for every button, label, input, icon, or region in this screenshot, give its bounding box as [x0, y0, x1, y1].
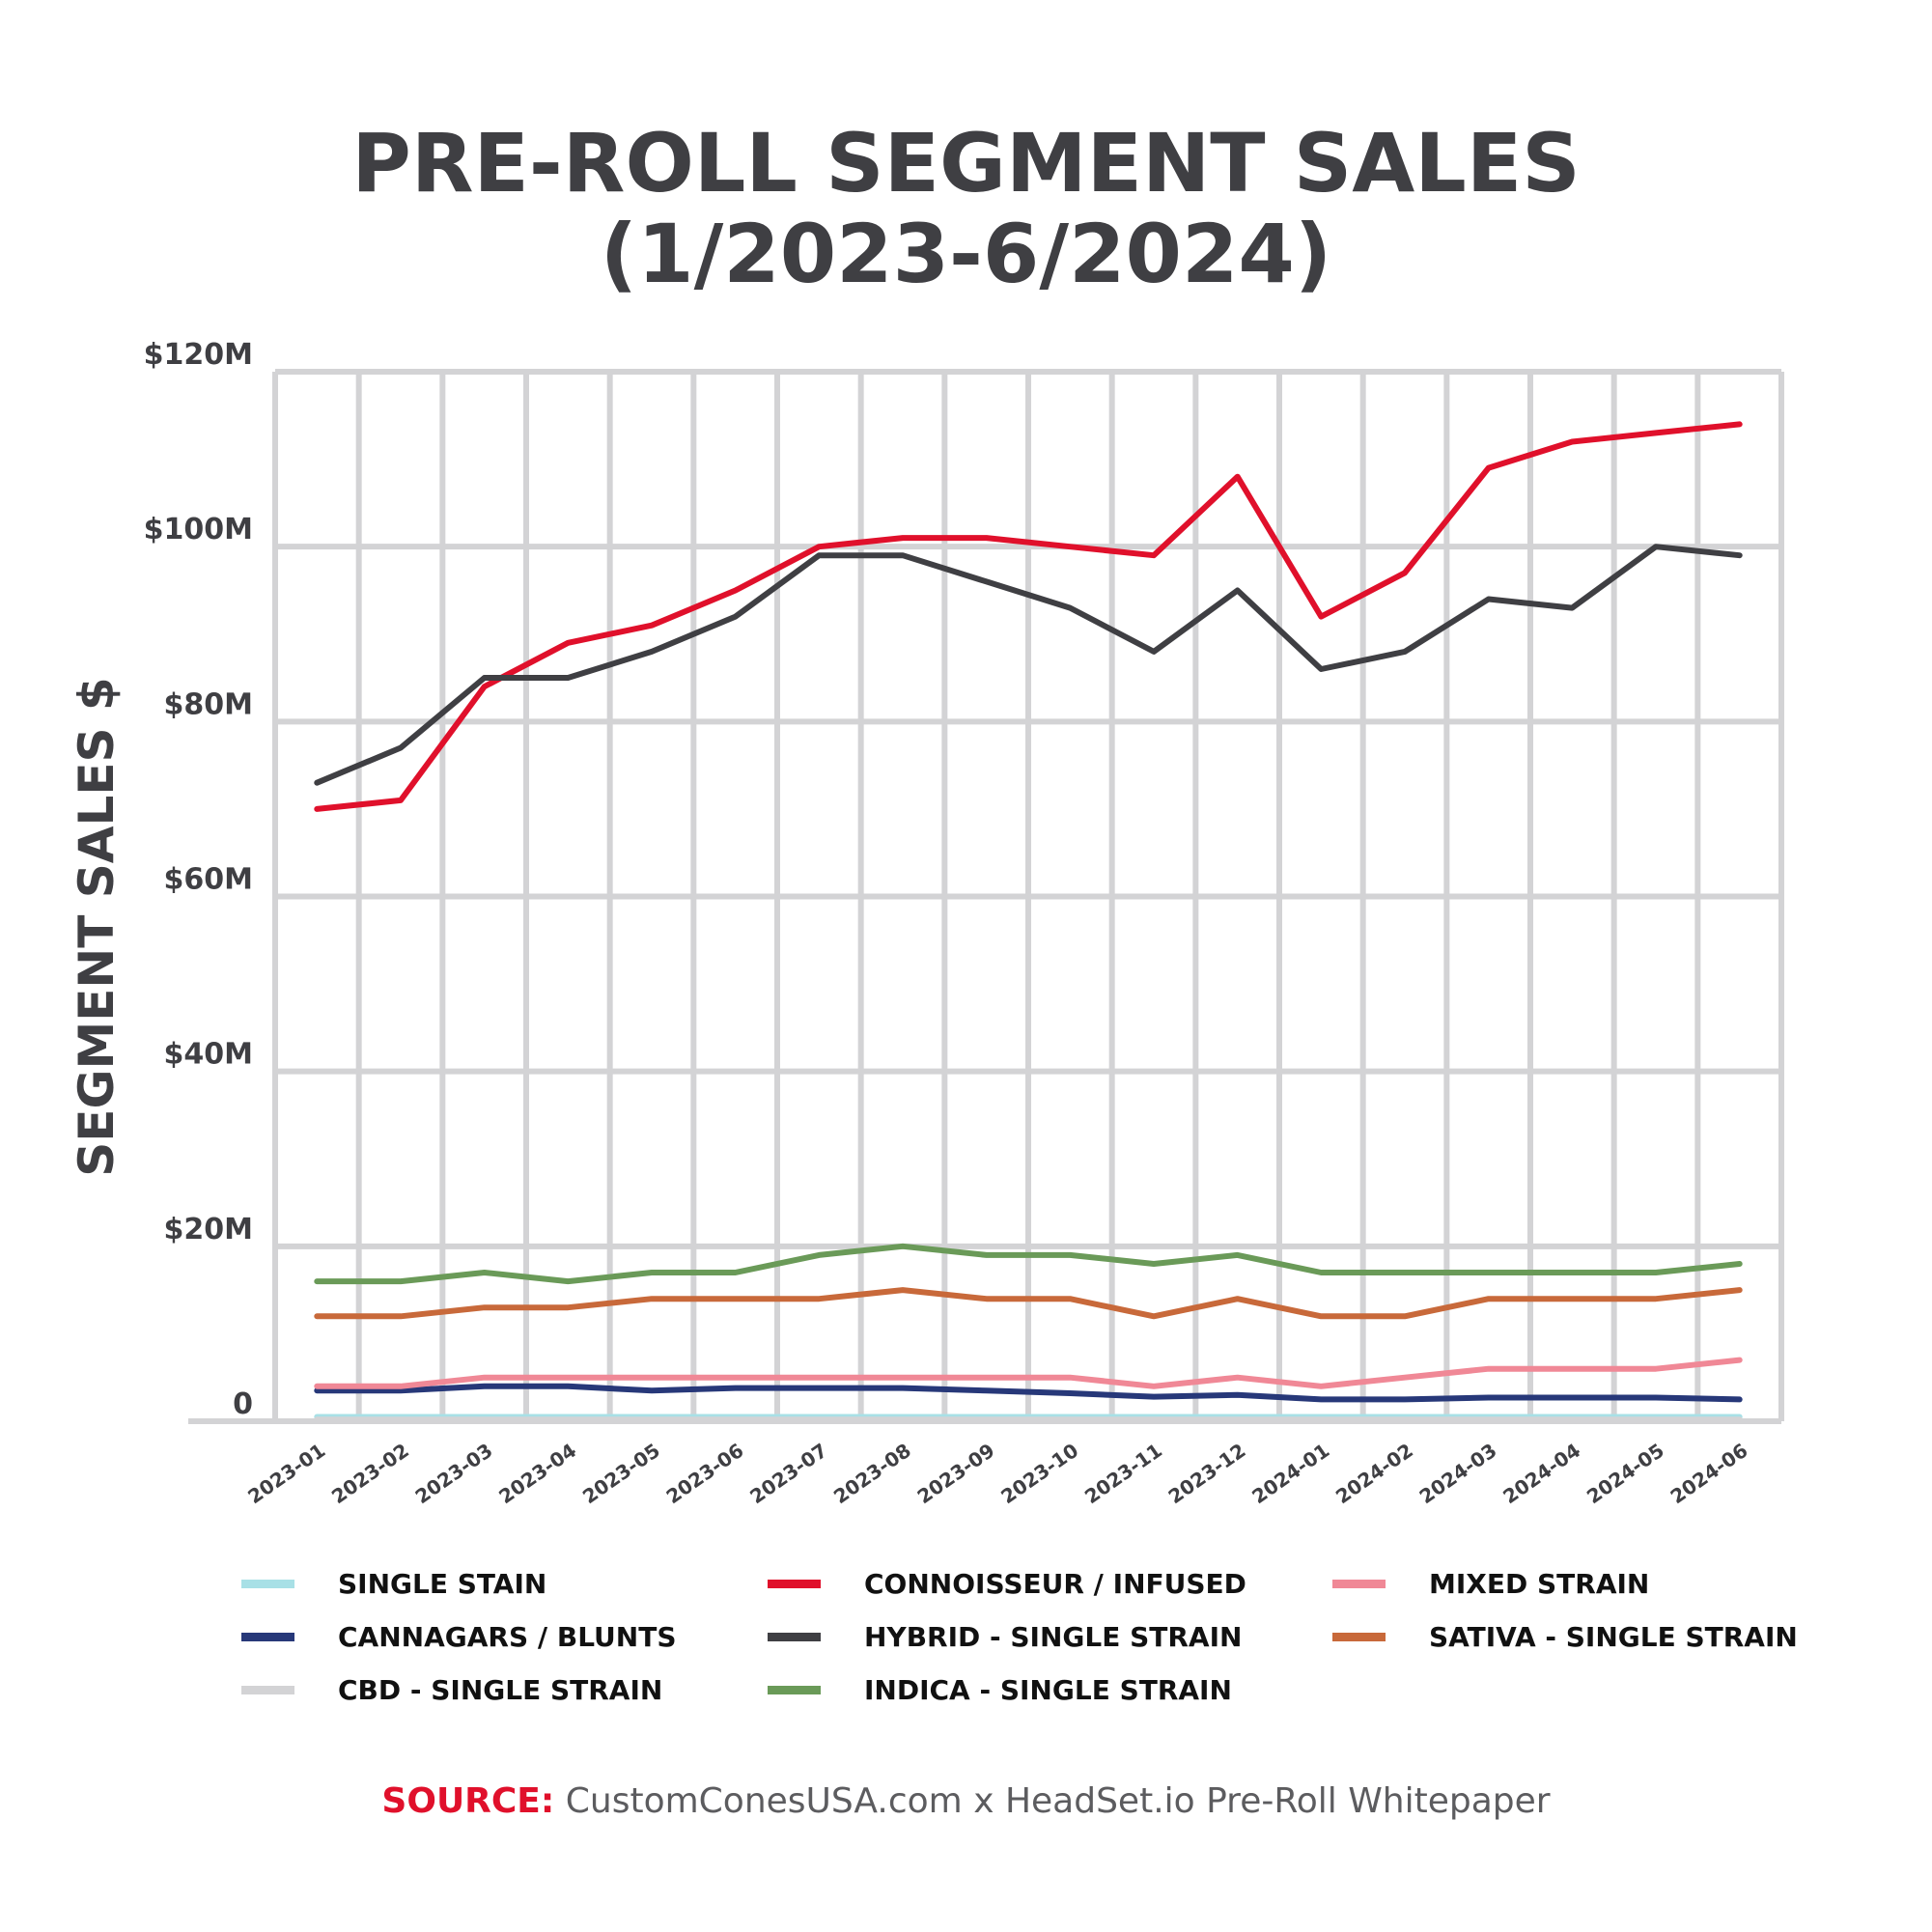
x-tick-label: 2023-09 [913, 1439, 999, 1508]
source-key: SOURCE: [381, 1781, 555, 1821]
series-line [314, 1243, 1743, 1285]
chart-grid [188, 369, 1784, 1424]
legend-label: INDICA - SINGLE STRAIN [864, 1673, 1232, 1706]
legend-item: INDICA - SINGLE STRAIN [768, 1670, 1232, 1709]
series-lines [314, 421, 1743, 1423]
x-tick-label: 2024-02 [1331, 1439, 1417, 1508]
legend-item: CANNAGARS / BLUNTS [241, 1617, 676, 1656]
legend-item: SINGLE STAIN [241, 1564, 546, 1603]
legend-item: SATIVA - SINGLE STRAIN [1332, 1617, 1798, 1656]
legend-swatch [241, 1579, 294, 1588]
x-tick-label: 2023-04 [494, 1439, 580, 1508]
x-tick-label: 2024-05 [1582, 1439, 1668, 1508]
legend-label: CONNOISSEUR / INFUSED [864, 1567, 1246, 1600]
legend-swatch [768, 1579, 821, 1588]
legend-swatch [241, 1632, 294, 1641]
y-tick-label: $60M [164, 863, 253, 897]
x-tick-label: 2023-10 [996, 1439, 1082, 1508]
x-tick-label: 2024-03 [1415, 1439, 1501, 1508]
legend-item: MIXED STRAIN [1332, 1564, 1649, 1603]
legend-item: HYBRID - SINGLE STRAIN [768, 1617, 1242, 1656]
y-tick-label: $80M [164, 687, 253, 721]
y-axis-label: SEGMENT SALES $ [69, 677, 125, 1176]
y-axis-ticks: 0 $20M $40M $60M $80M $100M $120M [144, 338, 253, 1421]
legend-label: SINGLE STAIN [338, 1567, 547, 1600]
series-line [314, 1287, 1743, 1320]
chart-title-line-1: PRE-ROLL SEGMENT SALES [351, 116, 1581, 210]
legend-label: MIXED STRAIN [1429, 1567, 1650, 1600]
y-tick-label: $120M [144, 338, 253, 372]
x-axis-ticks: 2023-012023-022023-032023-042023-052023-… [243, 1439, 1751, 1508]
legend-swatch [1332, 1632, 1386, 1641]
x-tick-label: 2023-07 [745, 1439, 831, 1508]
y-tick-label: 0 [233, 1387, 253, 1421]
x-tick-label: 2023-05 [578, 1439, 664, 1508]
x-tick-label: 2023-02 [327, 1439, 413, 1508]
source-note: SOURCE: CustomConesUSA.com x HeadSet.io … [0, 1781, 1932, 1821]
legend-swatch [768, 1632, 821, 1641]
legend-label: HYBRID - SINGLE STRAIN [864, 1620, 1243, 1653]
legend-label: CANNAGARS / BLUNTS [338, 1620, 677, 1653]
series-line [314, 544, 1743, 786]
y-tick-label: $20M [164, 1213, 253, 1246]
x-tick-label: 2023-03 [411, 1439, 497, 1508]
y-tick-label: $100M [144, 513, 253, 546]
legend-swatch [241, 1685, 294, 1694]
x-tick-label: 2023-08 [829, 1439, 915, 1508]
x-tick-label: 2023-01 [243, 1439, 329, 1508]
series-line [314, 421, 1743, 812]
series-line [314, 1357, 1743, 1389]
legend-swatch [768, 1685, 821, 1694]
legend-label: SATIVA - SINGLE STRAIN [1429, 1620, 1798, 1653]
chart-title-line-2: (1/2023-6/2024) [600, 207, 1332, 301]
series-line [314, 1383, 1743, 1403]
x-tick-label: 2024-06 [1666, 1439, 1752, 1508]
x-tick-label: 2023-12 [1164, 1439, 1250, 1508]
legend-swatch [1332, 1579, 1386, 1588]
legend-item: CONNOISSEUR / INFUSED [768, 1564, 1246, 1603]
y-tick-label: $40M [164, 1038, 253, 1072]
x-tick-label: 2023-11 [1080, 1439, 1166, 1508]
legend-label: CBD - SINGLE STRAIN [338, 1673, 663, 1706]
x-tick-label: 2024-04 [1498, 1439, 1584, 1508]
legend-item: CBD - SINGLE STRAIN [241, 1670, 662, 1709]
chart-legend: SINGLE STAIN CANNAGARS / BLUNTS CBD - SING… [241, 1564, 1883, 1728]
source-text: CustomConesUSA.com x HeadSet.io Pre-Roll… [554, 1781, 1551, 1821]
x-tick-label: 2023-06 [662, 1439, 748, 1508]
x-tick-label: 2024-01 [1247, 1439, 1333, 1508]
